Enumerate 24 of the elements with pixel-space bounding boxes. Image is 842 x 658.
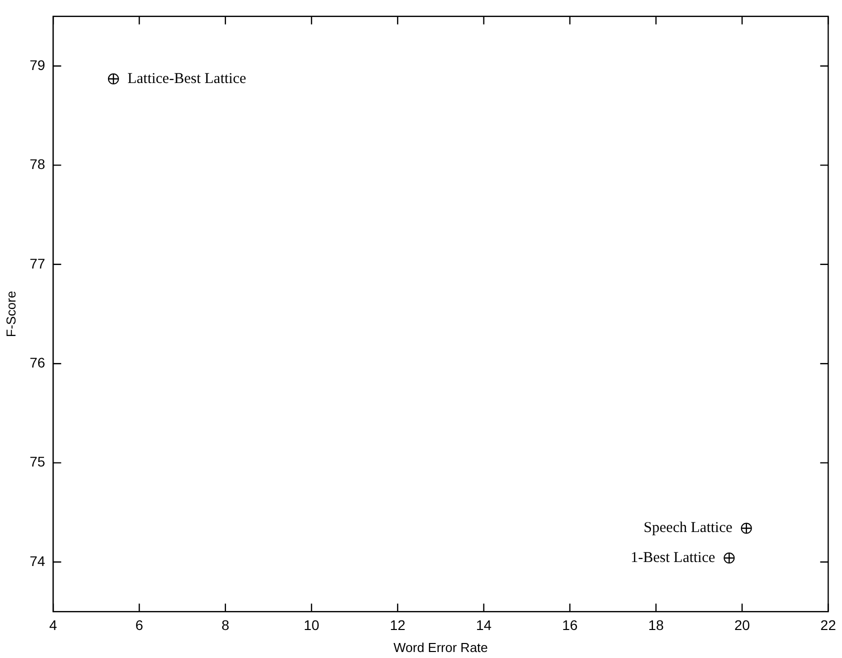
y-tick-label: 79 [30, 56, 46, 73]
x-tick-label: 16 [562, 616, 578, 633]
x-axis-title: Word Error Rate [393, 640, 488, 655]
x-tick-label: 12 [390, 616, 406, 633]
y-tick-label: 74 [30, 552, 46, 569]
y-tick-label: 77 [30, 255, 46, 272]
x-tick-label: 4 [49, 616, 58, 633]
x-tick-label: 10 [304, 616, 320, 633]
point [724, 552, 735, 564]
x-tick-label: 6 [135, 616, 144, 633]
y-tick-label: 76 [30, 354, 46, 370]
x-tick-label: 20 [734, 616, 750, 633]
point [108, 73, 120, 84]
series-label: Lattice-Best Lattice [127, 70, 246, 87]
point [740, 522, 752, 534]
x-tick-label: 18 [648, 616, 664, 633]
series-label: Speech Lattice [644, 520, 733, 536]
y-tick-label: 75 [30, 454, 46, 470]
y-tick-label: 78 [30, 156, 46, 172]
series-label: 1-Best Lattice [630, 550, 716, 566]
x-tick-label: 14 [476, 616, 492, 633]
y-axis-title: F-Score [3, 290, 18, 338]
x-tick-label: 8 [222, 616, 230, 633]
x-tick-label: 22 [820, 616, 836, 633]
